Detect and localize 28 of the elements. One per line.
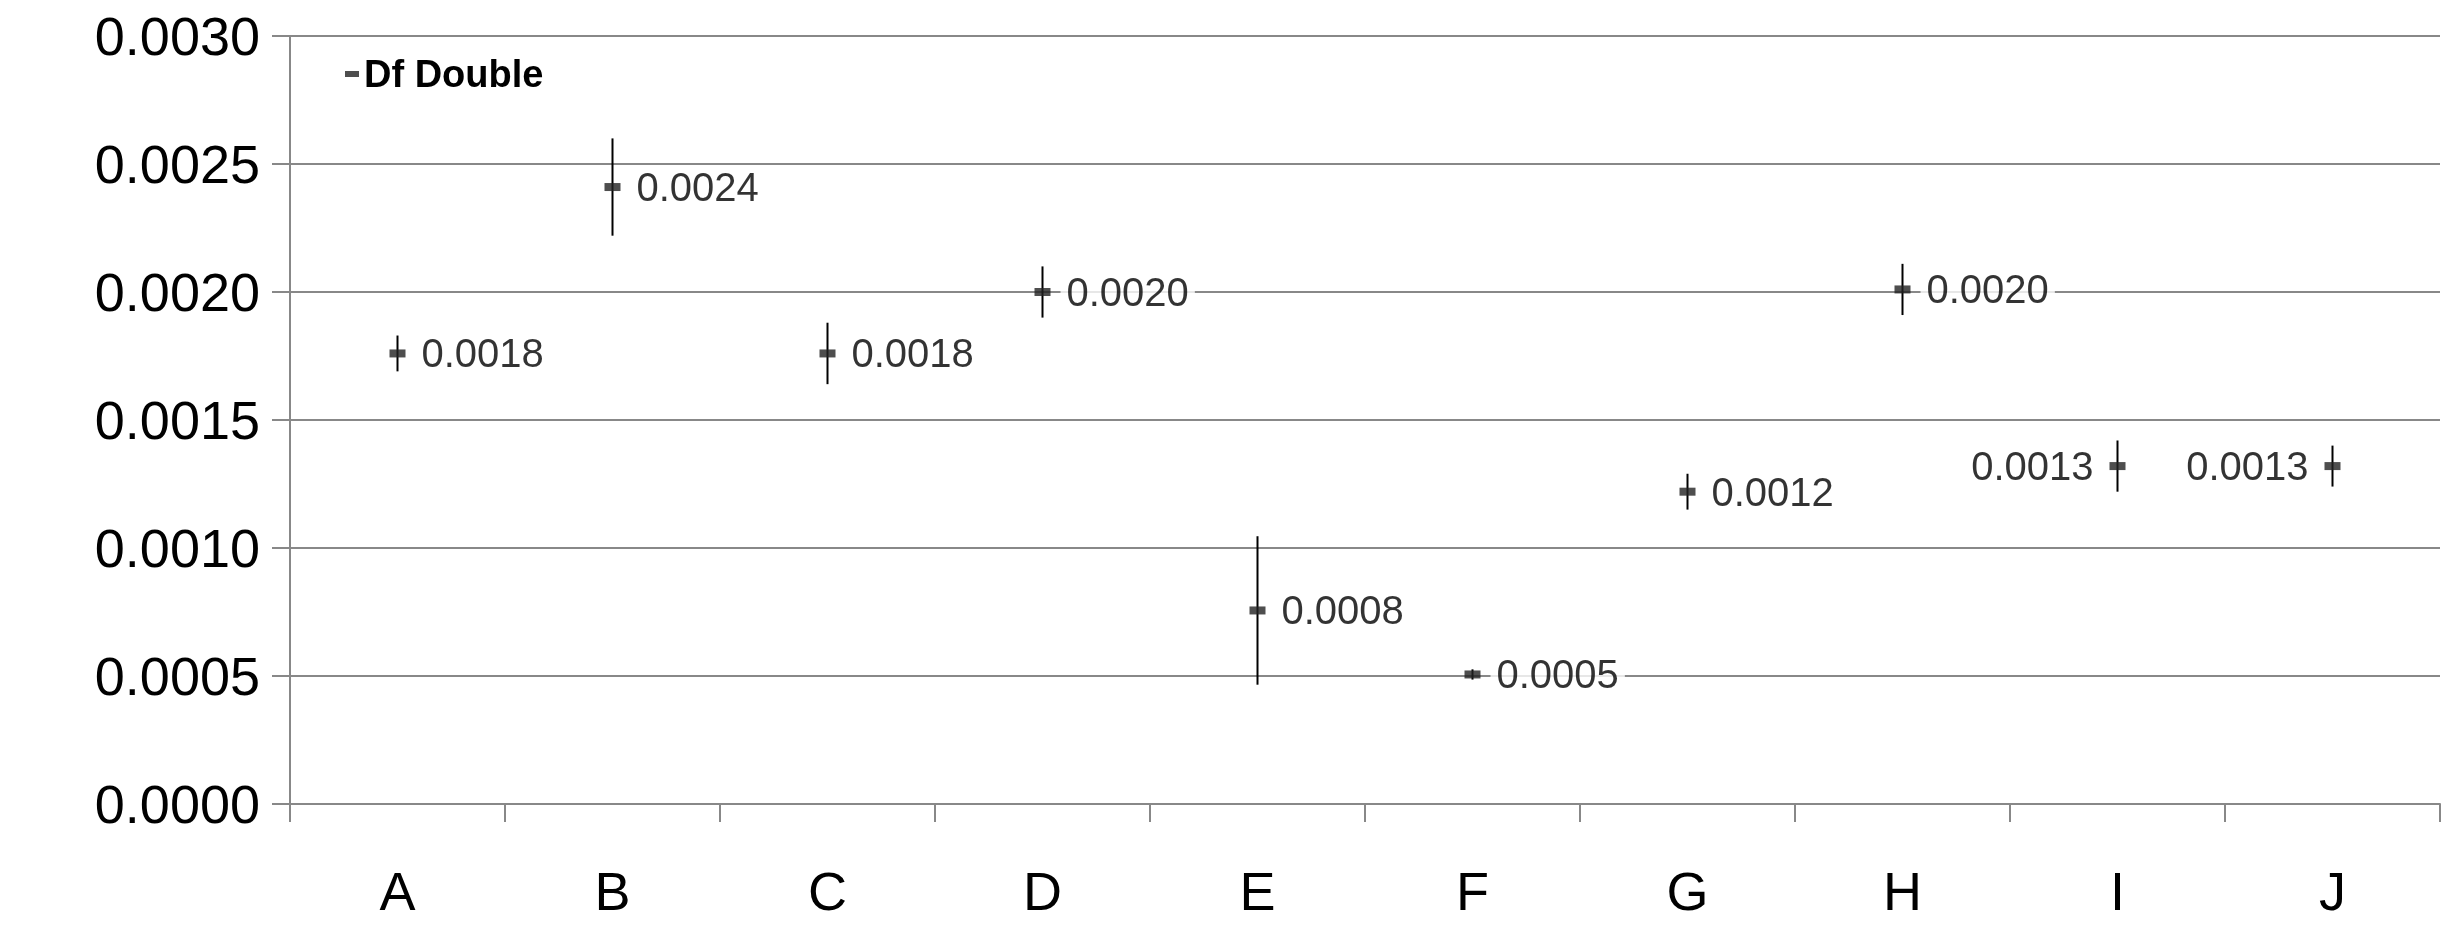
data-label: 0.0024 <box>636 165 759 210</box>
y-tick-label: 0.0000 <box>94 774 260 834</box>
x-tick-label: G <box>1666 861 1709 921</box>
y-tick-label: 0.0005 <box>94 646 260 706</box>
legend-label: Df Double <box>364 53 544 95</box>
x-tick-label: F <box>1456 861 1489 921</box>
data-label: 0.0018 <box>421 331 544 376</box>
y-tick-label: 0.0015 <box>94 390 260 450</box>
y-tick-label: 0.0025 <box>94 134 260 194</box>
x-tick-label: I <box>2109 861 2126 921</box>
x-tick-label: J <box>2319 861 2346 921</box>
data-label: 0.0020 <box>1926 267 2049 312</box>
data-label: 0.0020 <box>1066 270 1189 314</box>
data-label: 0.0013 <box>1971 444 2094 489</box>
data-label: 0.0018 <box>851 331 974 376</box>
y-tick-label: 0.0020 <box>94 262 260 322</box>
y-tick-label: 0.0010 <box>94 518 260 578</box>
x-tick-label: E <box>1239 861 1276 921</box>
data-label: 0.0012 <box>1711 469 1834 514</box>
x-tick-label: A <box>379 861 416 921</box>
y-tick-label: 0.0030 <box>94 6 260 66</box>
x-tick-label: C <box>808 861 847 921</box>
data-label: 0.0013 <box>2186 444 2309 489</box>
x-tick-label: H <box>1883 861 1922 921</box>
data-label: 0.0005 <box>1496 652 1619 697</box>
data-label: 0.0008 <box>1281 588 1404 633</box>
x-tick-label: D <box>1023 861 1062 921</box>
x-tick-label: B <box>594 861 631 921</box>
